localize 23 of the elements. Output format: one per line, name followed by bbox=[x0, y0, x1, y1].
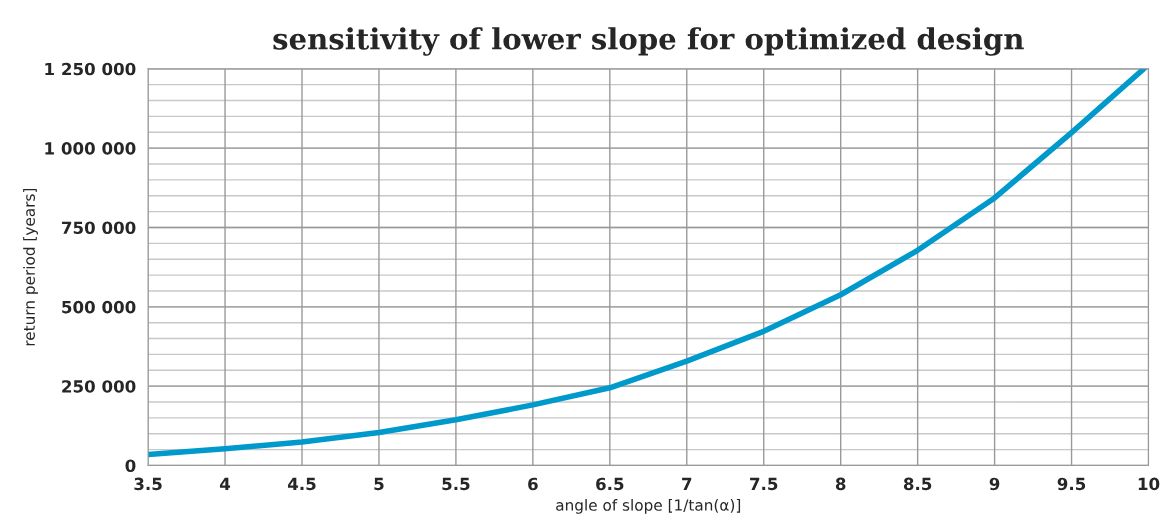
x-tick-label: 7 bbox=[682, 477, 692, 490]
x-tick-label: 6.5 bbox=[596, 477, 624, 491]
x-tick-label: 10 bbox=[1138, 477, 1160, 491]
y-tick-label: 1 000 000 bbox=[45, 142, 136, 155]
x-tick-label: 5.5 bbox=[442, 477, 470, 491]
x-tick-label: 6 bbox=[528, 477, 538, 491]
x-tick-label: 4.5 bbox=[287, 477, 316, 491]
y-tick-label: 750 000 bbox=[62, 221, 136, 235]
x-tick-label: 3.5 bbox=[134, 477, 162, 491]
x-tick-label: 8 bbox=[835, 477, 846, 491]
x-tick-label: 9 bbox=[989, 477, 1000, 491]
y-tick-label: 250 000 bbox=[62, 380, 136, 393]
chart-title: sensitivity of lower slope for optimized design bbox=[273, 27, 1024, 56]
x-tick-label: 8.5 bbox=[903, 477, 932, 491]
y-tick-label: 500 000 bbox=[62, 300, 136, 314]
x-tick-label: 7.5 bbox=[750, 477, 778, 491]
x-tick-label: 5 bbox=[374, 477, 384, 491]
x-axis-title: angle of slope [1/tan(α)] bbox=[556, 499, 741, 514]
y-tick-label: 0 bbox=[125, 459, 136, 473]
x-tick-label: 9.5 bbox=[1057, 477, 1086, 491]
y-tick-label: 1 250 000 bbox=[45, 62, 136, 76]
x-tick-label: 4 bbox=[219, 477, 231, 490]
y-axis-title: return period [years] bbox=[23, 188, 38, 346]
